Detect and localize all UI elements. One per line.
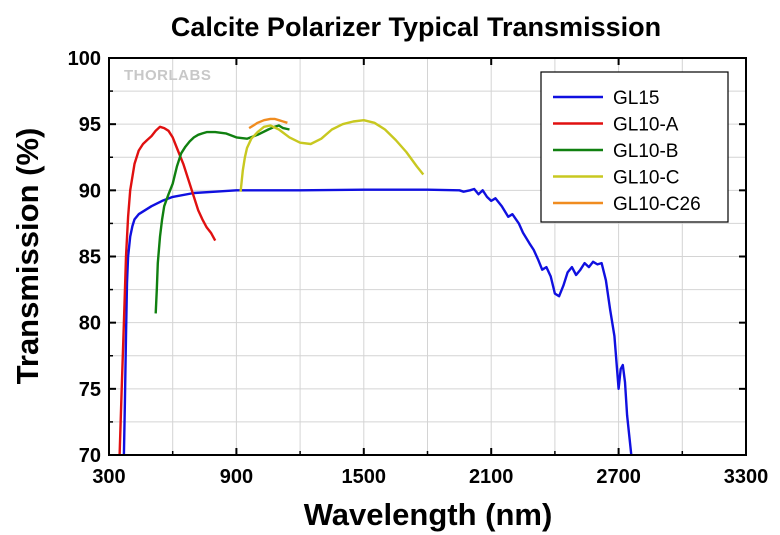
y-tick-label: 100 [68, 48, 101, 70]
y-tick-label: 80 [79, 313, 101, 335]
legend-label: GL10-A [613, 115, 679, 136]
y-tick-label: 95 [79, 114, 101, 136]
series-line-gl10-c [239, 118, 425, 192]
legend-label: GL10-B [613, 141, 678, 162]
axes: 300 900 1500 2100 2700 3300 70 75 80 85 90 95 100 [68, 48, 769, 488]
x-axis-title: Wavelength (nm) [304, 497, 553, 532]
series-line-gl10-b [154, 124, 290, 314]
series-group [118, 117, 633, 456]
x-tick-label: 2700 [596, 466, 641, 488]
series-line-gl15 [122, 187, 633, 456]
y-tick-label: 85 [79, 247, 101, 269]
y-tick-label: 70 [79, 445, 101, 467]
series-line-gl10-a [118, 125, 217, 456]
watermark-logo: THORLABS [124, 67, 211, 84]
legend-label: GL15 [613, 88, 659, 109]
x-tick-label: 900 [220, 466, 253, 488]
series-line-gl10-c26 [248, 117, 288, 130]
x-tick-label: 3300 [724, 466, 769, 488]
y-tick-label: 75 [79, 379, 101, 401]
y-tick-label: 90 [79, 180, 101, 202]
x-tick-label: 300 [92, 466, 125, 488]
x-tick-label: 1500 [342, 466, 387, 488]
legend-label: GL10-C26 [613, 194, 701, 215]
y-axis-title: Transmission (%) [10, 128, 45, 385]
legend: GL15 GL10-A GL10-B GL10-C GL10-C26 [540, 71, 729, 223]
chart-title: Calcite Polarizer Typical Transmission [171, 12, 661, 42]
legend-label: GL10-C [613, 168, 680, 189]
x-tick-label: 2100 [469, 466, 514, 488]
